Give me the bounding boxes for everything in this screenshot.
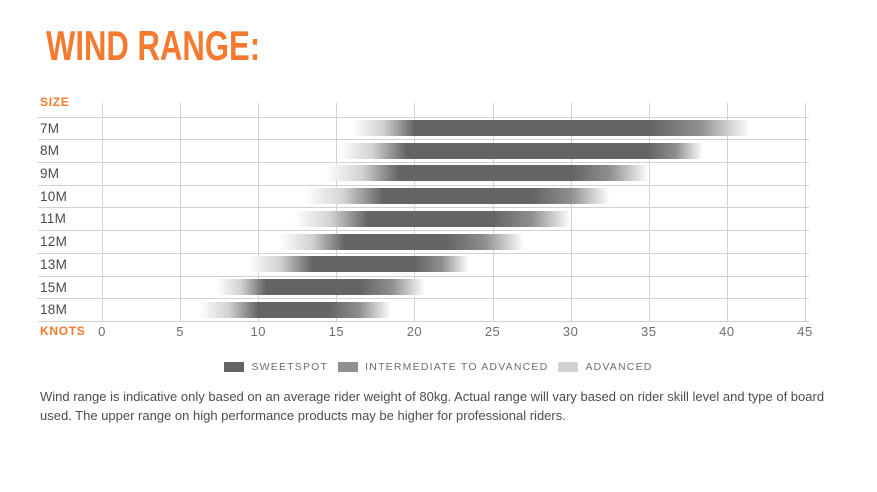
gridline-vertical xyxy=(180,103,182,321)
gridline-vertical xyxy=(258,103,260,321)
gridline-horizontal xyxy=(38,139,809,141)
legend-label: SWEETSPOT xyxy=(251,361,329,373)
x-tick-label: 25 xyxy=(484,324,501,339)
gridline-horizontal xyxy=(38,184,809,186)
x-tick-label: 0 xyxy=(98,324,106,339)
wind-range-chart: SIZE 0 5 10 15 20 25 30 35 40 45 7M 8M 9M 10M 11M 12M 13… xyxy=(0,92,877,344)
row-label-size: 13M xyxy=(40,256,68,272)
gridline-vertical xyxy=(726,103,728,321)
row-label-size: 18M xyxy=(40,302,68,318)
row-label-size: 12M xyxy=(40,234,68,250)
x-tick-label: 35 xyxy=(641,324,657,339)
legend-label: ADVANCED xyxy=(585,361,653,373)
wind-range-bar xyxy=(351,119,751,136)
x-tick-label: 10 xyxy=(250,324,266,339)
row-label-size: 11M xyxy=(40,211,67,227)
legend-swatch-icon xyxy=(558,362,579,372)
size-axis-label: SIZE xyxy=(40,95,70,109)
gridline-vertical xyxy=(648,103,650,321)
legend-label: INTERMEDIATE TO ADVANCED xyxy=(365,361,549,373)
wind-range-bar xyxy=(247,256,470,273)
row-label-size: 9M xyxy=(40,165,60,181)
x-tick-label: 15 xyxy=(328,324,345,339)
legend-item: INTERMEDIATE TO ADVANCED xyxy=(338,361,548,373)
gridline-horizontal xyxy=(38,161,809,163)
gridline-horizontal xyxy=(38,230,809,232)
legend-item: SWEETSPOT xyxy=(224,361,328,373)
x-tick-label: 20 xyxy=(406,324,423,339)
gridline-horizontal xyxy=(38,116,809,118)
gridline-horizontal xyxy=(38,320,809,322)
wind-range-bar xyxy=(325,165,649,182)
wind-range-bar xyxy=(305,188,610,205)
wind-range-bar xyxy=(216,278,426,295)
gridline-horizontal xyxy=(38,207,809,209)
x-tick-label: 5 xyxy=(176,324,184,339)
wind-range-bar xyxy=(294,210,571,227)
legend-item: ADVANCED xyxy=(558,361,652,373)
wind-range-bar xyxy=(339,142,704,159)
gridline-horizontal xyxy=(38,275,809,277)
x-tick-label: 40 xyxy=(719,324,735,339)
wind-range-bar xyxy=(198,301,391,318)
legend-swatch-icon xyxy=(224,362,245,372)
page-title: WIND RANGE: xyxy=(46,22,261,69)
wind-range-bar xyxy=(278,233,524,250)
disclaimer-text: Wind range is indicative only based on a… xyxy=(40,389,825,423)
knots-axis-label: KNOTS xyxy=(40,324,86,338)
row-label-size: 8M xyxy=(40,143,60,159)
gridline-horizontal xyxy=(38,252,809,254)
row-label-size: 7M xyxy=(40,120,60,136)
gridline-horizontal xyxy=(38,298,809,300)
row-label-size: 15M xyxy=(40,279,68,295)
x-tick-label: 45 xyxy=(797,324,813,339)
gridline-vertical xyxy=(102,103,103,321)
x-tick-label: 30 xyxy=(562,324,579,339)
row-label-size: 10M xyxy=(40,188,68,204)
chart-legend: SWEETSPOT INTERMEDIATE TO ADVANCED ADVANCE… xyxy=(0,361,877,373)
gridline-vertical xyxy=(570,103,572,321)
gridline-vertical xyxy=(805,103,806,321)
legend-swatch-icon xyxy=(338,362,359,372)
